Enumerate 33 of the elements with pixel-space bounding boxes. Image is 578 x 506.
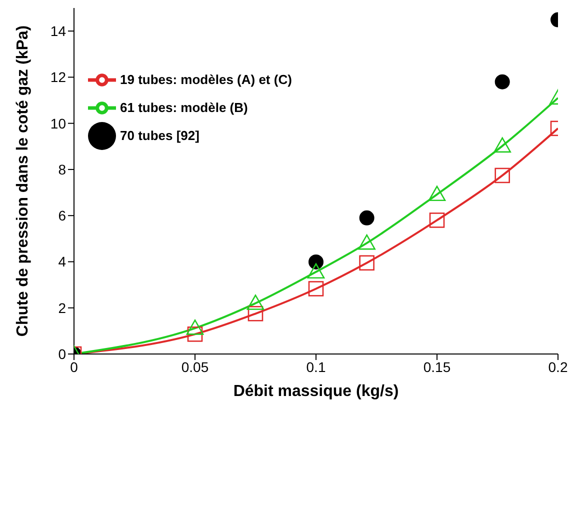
- y-tick-label: 2: [58, 300, 66, 316]
- point: [359, 255, 374, 271]
- x-tick-label: 0.1: [306, 358, 326, 375]
- point: [358, 234, 376, 250]
- x-axis-title: Débit massique (kg/s): [233, 383, 399, 400]
- point: [307, 263, 325, 279]
- y-tick-label: 6: [58, 208, 66, 224]
- x-tick-label: 0: [70, 358, 78, 375]
- y-tick-label: 14: [50, 23, 66, 40]
- point: [186, 320, 204, 335]
- legend-label: 70 tubes [92]: [120, 128, 200, 143]
- legend-label: 61 tubes: modèle (B): [120, 100, 248, 115]
- point: [308, 281, 324, 296]
- point: [428, 186, 446, 202]
- y-axis-title: Chute de pression dans le coté gaz (kPa): [14, 25, 32, 337]
- point: [359, 210, 374, 226]
- point: [494, 168, 510, 184]
- y-tick-label: 0: [58, 346, 66, 362]
- point: [246, 294, 264, 310]
- y-tick-label: 4: [58, 254, 66, 270]
- y-tick-label: 12: [50, 69, 66, 86]
- y-tick-label: 10: [50, 115, 66, 132]
- x-tick-label: 0.05: [181, 358, 209, 375]
- point: [494, 74, 510, 90]
- x-tick-label: 0.2: [548, 358, 568, 375]
- y-tick-label: 8: [58, 161, 66, 178]
- point: [187, 326, 203, 342]
- point: [308, 254, 324, 270]
- x-tick-label: 0.15: [423, 358, 451, 375]
- legend-label: 19 tubes: modèles (A) et (C): [120, 72, 292, 87]
- point: [494, 137, 511, 153]
- point: [248, 306, 264, 322]
- point: [429, 212, 445, 228]
